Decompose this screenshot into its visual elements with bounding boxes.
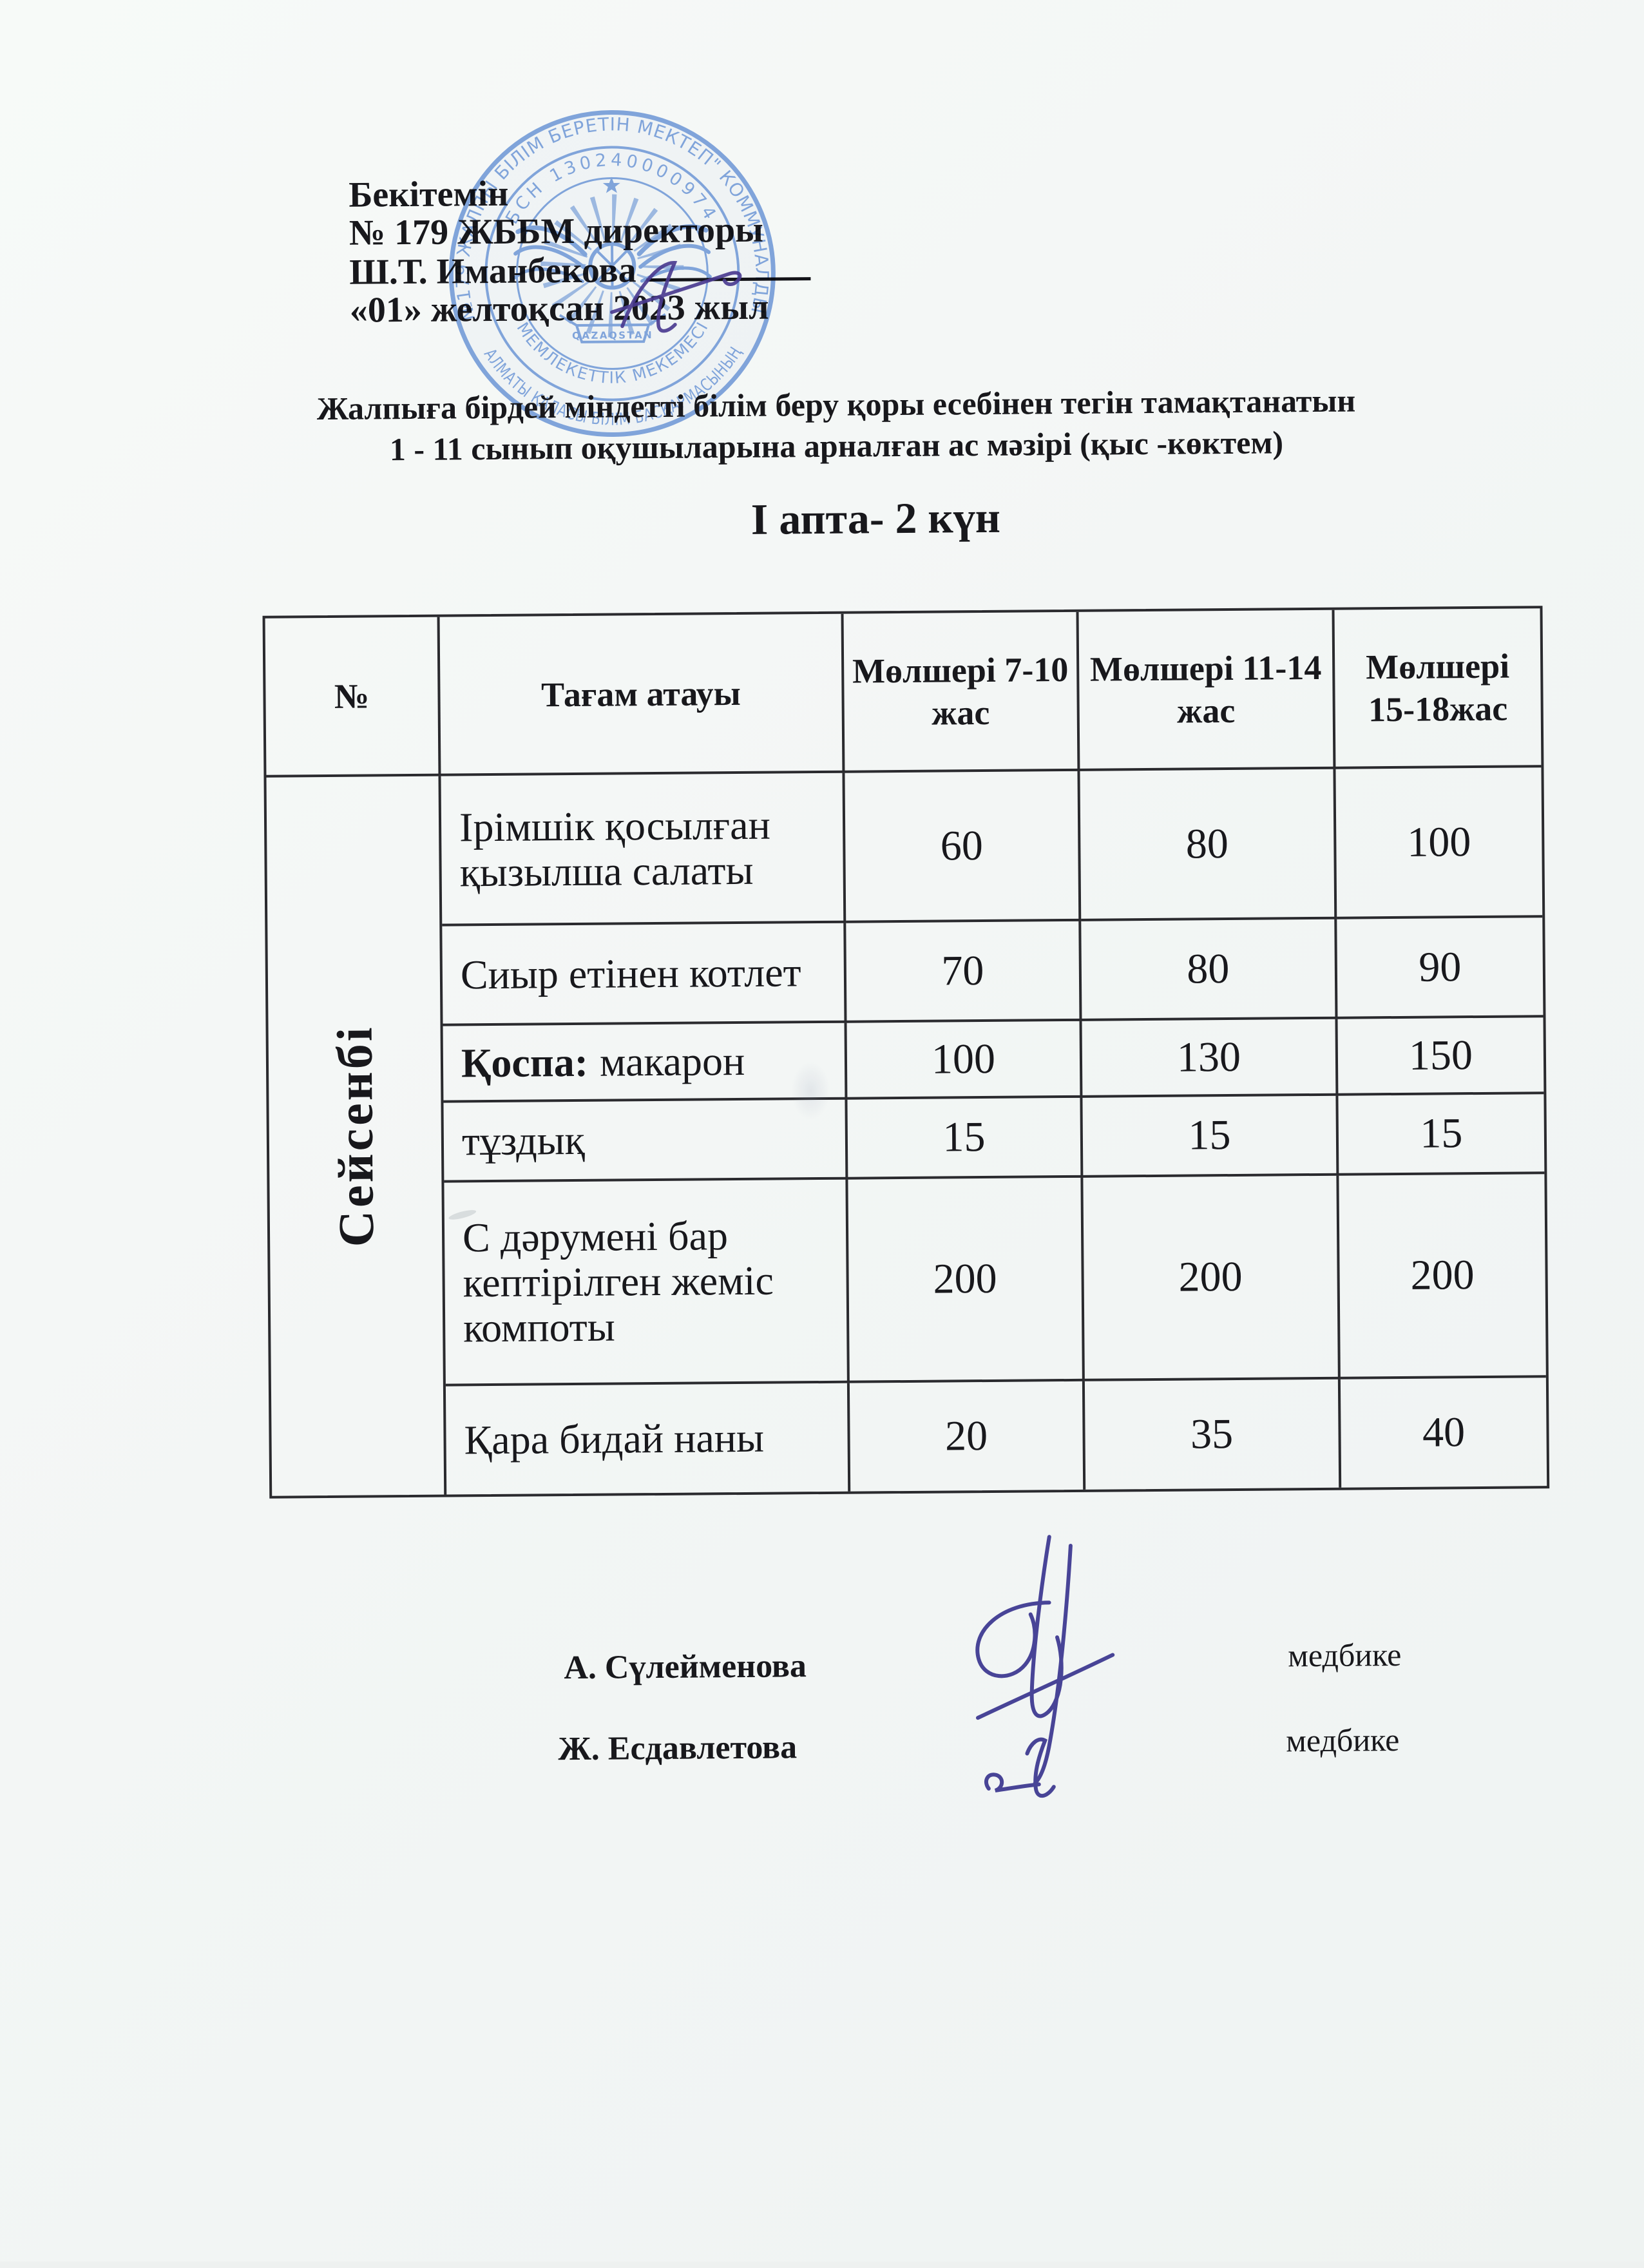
dish-cell: Ірімшік қосылған қызылша салаты bbox=[441, 773, 846, 927]
portion-15-18-cell: 90 bbox=[1337, 918, 1544, 1019]
portion-15-18-cell: 15 bbox=[1338, 1094, 1545, 1176]
dish-text: тұздық bbox=[461, 1117, 585, 1164]
portion-7-10-cell: 20 bbox=[849, 1381, 1086, 1492]
col-header-portion-11-14: Мөлшері 11-14 жас bbox=[1078, 610, 1336, 771]
portion-7-10-cell: 100 bbox=[846, 1021, 1083, 1100]
dish-cell: С дәрумені бар кептірілген жеміс компоты bbox=[444, 1179, 850, 1387]
dish-name: Қоспа: макарон bbox=[461, 1037, 839, 1086]
dish-cell: Қара бидай наны bbox=[445, 1383, 851, 1495]
portion-11-14-cell: 80 bbox=[1080, 769, 1337, 921]
stamp-outer-ring bbox=[448, 110, 776, 437]
dish-text: Қара бидай наны bbox=[464, 1414, 765, 1463]
dish-name: Сиыр етінен котлет bbox=[461, 949, 838, 997]
director-signature bbox=[610, 261, 742, 333]
shanyrak-lattice-icon bbox=[595, 242, 629, 289]
nurse-signature bbox=[975, 1535, 1115, 1798]
portion-15-18-cell: 150 bbox=[1337, 1017, 1544, 1096]
signer-name: Ж. Есдавлетова bbox=[558, 1729, 798, 1768]
dish-text: Сиыр етінен котлет bbox=[460, 948, 801, 997]
document-title: Жалпыға бірдей міндетті білім беру қоры … bbox=[173, 379, 1500, 472]
dish-name: Қара бидай наны bbox=[464, 1415, 841, 1463]
signer-role: медбике bbox=[1288, 1636, 1402, 1674]
portion-11-14-cell: 15 bbox=[1082, 1095, 1339, 1178]
portion-11-14-cell: 80 bbox=[1081, 919, 1338, 1021]
dish-text: Ірімшік қосылған қызылша салаты bbox=[459, 802, 771, 895]
col-header-dish: Тағам атауы bbox=[439, 613, 845, 776]
dish-cell: Қоспа: макарон bbox=[443, 1023, 848, 1103]
dish-cell: тұздық bbox=[443, 1099, 848, 1183]
scan-speck bbox=[790, 1061, 830, 1120]
col-header-number: № bbox=[265, 617, 441, 778]
portion-11-14-cell: 130 bbox=[1082, 1019, 1339, 1098]
dish-name: С дәрумені бар кептірілген жеміс компоты bbox=[462, 1213, 841, 1351]
portion-7-10-cell: 70 bbox=[846, 921, 1082, 1023]
dish-name: Ірімшік қосылған қызылша салаты bbox=[459, 802, 837, 895]
day-cell: Сейсенбі bbox=[266, 776, 447, 1496]
portion-7-10-cell: 60 bbox=[845, 771, 1082, 923]
portion-11-14-cell: 35 bbox=[1084, 1379, 1342, 1490]
col-header-portion-7-10: Мөлшері 7-10 жас bbox=[843, 611, 1080, 773]
signer-name: А. Сүлейменова bbox=[564, 1648, 807, 1687]
portion-15-18-cell: 200 bbox=[1339, 1174, 1546, 1379]
dish-text: С дәрумені бар кептірілген жеміс компоты bbox=[462, 1213, 774, 1351]
portion-15-18-cell: 100 bbox=[1335, 767, 1543, 919]
dish-prefix: Қоспа: bbox=[461, 1039, 589, 1086]
left-wing-icon bbox=[512, 226, 588, 284]
week-day-subtitle: І апта- 2 күн bbox=[750, 492, 1001, 544]
portion-15-18-cell: 40 bbox=[1422, 1408, 1466, 1456]
dish-name: тұздық bbox=[462, 1116, 839, 1164]
portion-7-10-cell: 200 bbox=[848, 1177, 1085, 1383]
menu-table: № Тағам атауы Мөлшері 7-10 жас Мөлшері 1… bbox=[262, 606, 1550, 1499]
emblem-caption: QAZAQSTAN bbox=[572, 329, 653, 341]
dish-cell: Сиыр етінен котлет bbox=[442, 923, 847, 1026]
day-name: Сейсенбі bbox=[326, 1024, 384, 1247]
dish-text: макарон bbox=[599, 1037, 745, 1085]
col-header-portion-15-18: Мөлшері 15-18жас bbox=[1334, 608, 1542, 769]
signer-role: медбике bbox=[1286, 1721, 1400, 1759]
star-icon bbox=[602, 177, 620, 193]
portion-11-14-cell: 200 bbox=[1083, 1175, 1341, 1381]
portion-7-10-cell: 15 bbox=[847, 1097, 1084, 1180]
